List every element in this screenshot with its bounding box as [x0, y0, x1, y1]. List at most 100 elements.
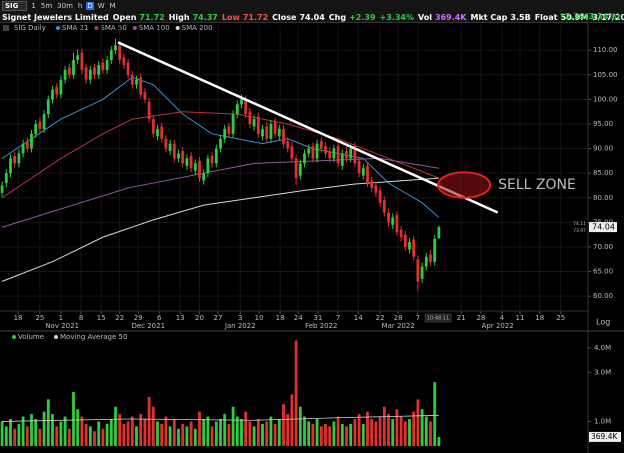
last-price-box	[589, 222, 617, 233]
candle-body	[4, 173, 8, 184]
candle-body	[227, 126, 231, 134]
interval-button[interactable]: M	[109, 2, 116, 10]
volume-bar	[361, 423, 365, 446]
candle-body	[198, 160, 201, 179]
x-tick-label: 22	[115, 314, 124, 322]
candle-body	[118, 45, 122, 61]
volume-bar	[424, 416, 428, 446]
candle-body	[248, 111, 252, 124]
interval-button[interactable]: 1	[31, 2, 36, 10]
candle-body	[160, 126, 164, 139]
volume-bar	[231, 406, 235, 446]
candle-body	[307, 148, 311, 154]
candle-body	[244, 99, 248, 115]
quote-item: Chg +2.39	[329, 13, 376, 22]
volume-bar	[135, 426, 138, 446]
volume-bar	[256, 419, 260, 446]
legend-swatch	[175, 26, 180, 30]
quote-item: +3.34%	[380, 13, 414, 22]
volume-bar	[181, 423, 185, 446]
candle-body	[416, 259, 420, 282]
candle-body	[349, 148, 353, 159]
x-tick-label: 15	[97, 314, 106, 322]
scale-button[interactable]: Log	[596, 318, 610, 327]
volume-bar	[416, 399, 420, 446]
candle-body	[370, 180, 374, 188]
candle-body	[164, 138, 168, 149]
x-tick-label: 31	[313, 314, 322, 322]
candle-body	[303, 153, 306, 164]
quote-item: Vol 369.4K	[418, 13, 467, 22]
candle-body	[101, 62, 105, 70]
volume-bar	[357, 414, 361, 446]
x-tick-label: 25	[556, 314, 565, 322]
y-tick-label: 80.00	[593, 194, 613, 202]
volume-bar	[240, 419, 243, 446]
symbol-input[interactable]: SIG	[2, 1, 28, 11]
candle-body	[105, 60, 109, 70]
quote-value: +2.39	[349, 12, 376, 22]
x-month-label: Feb 2022	[305, 322, 337, 330]
volume-bar	[420, 409, 424, 446]
sma-line	[1, 157, 439, 228]
volume-bar	[374, 421, 378, 446]
sell-zone-label: SELL ZONE	[498, 177, 576, 193]
volume-bar	[93, 431, 96, 446]
volume-bar	[172, 419, 176, 446]
volume-bar	[67, 428, 71, 446]
interval-button[interactable]: h	[77, 2, 83, 10]
volume-bar	[118, 414, 122, 446]
sma-line	[1, 177, 439, 282]
x-month-label: Jan 2022	[224, 322, 256, 330]
x-tick-label: 20	[195, 314, 204, 322]
candle-body	[261, 128, 264, 137]
candle-body	[139, 77, 143, 95]
change: ↑2.39(3.34%)	[558, 12, 620, 21]
volume-bar	[42, 411, 46, 446]
candle-body	[17, 153, 21, 164]
candle-body	[387, 212, 390, 223]
x-tick-label: 24	[294, 314, 303, 322]
y-tick-label: 110.00	[593, 46, 618, 54]
volume-bar	[51, 414, 54, 446]
volume-bar	[269, 416, 273, 446]
y-tick-label: 105.00	[593, 71, 618, 79]
candle-body	[361, 168, 365, 176]
quote-value: 74.04	[299, 12, 325, 22]
volume-bar	[370, 419, 374, 446]
interval-button[interactable]: D	[86, 2, 94, 10]
candle-body	[265, 126, 269, 139]
volume-bar	[227, 423, 231, 446]
candle-body	[240, 99, 243, 105]
candle-body	[357, 160, 361, 174]
candle-body	[122, 57, 126, 65]
y-tick-label: 85.00	[593, 169, 613, 177]
candle-body	[80, 52, 84, 70]
candle-body	[219, 138, 222, 149]
interval-button[interactable]: 30m	[57, 2, 73, 10]
volume-bar	[147, 396, 151, 446]
candle-body	[147, 101, 151, 120]
candle-body	[252, 119, 256, 127]
interval-button[interactable]: W	[97, 2, 105, 10]
candle-body	[391, 217, 395, 225]
volume-bar	[391, 419, 395, 446]
candle-body	[72, 60, 75, 75]
volume-bar	[105, 423, 109, 446]
candle-body	[235, 104, 239, 115]
interval-button[interactable]: 5m	[40, 2, 53, 10]
volume-tick-label: 4.0M	[594, 344, 611, 352]
quote-value: +3.34%	[379, 12, 414, 22]
sma-line	[1, 111, 440, 199]
quote-label: Vol	[418, 12, 432, 22]
volume-bar	[151, 406, 155, 446]
x-month-label: Nov 2021	[45, 322, 79, 330]
candle-body	[93, 67, 96, 75]
volume-bar	[9, 419, 12, 446]
candle-body	[30, 133, 33, 149]
volume-bar	[17, 423, 21, 446]
volume-bar	[80, 416, 84, 446]
volume-bar	[177, 428, 180, 446]
candle-body	[420, 266, 424, 279]
